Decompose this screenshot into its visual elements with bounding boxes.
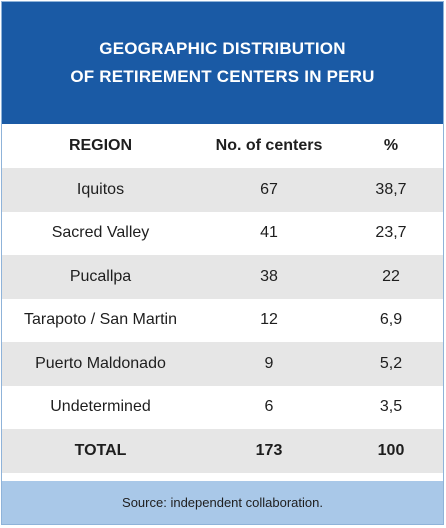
- total-row: TOTAL 173 100: [2, 429, 443, 473]
- region-cell: Puerto Maldonado: [2, 342, 199, 386]
- table-title-line-2: OF RETIREMENT CENTERS IN PERU: [70, 67, 375, 86]
- percent-cell: 38,7: [339, 168, 443, 212]
- percent-cell: 22: [339, 255, 443, 299]
- table-title-line-1: GEOGRAPHIC DISTRIBUTION: [99, 39, 346, 58]
- header-row: REGION No. of centers %: [2, 124, 443, 168]
- centers-cell: 6: [199, 385, 339, 429]
- table-row: Undetermined 6 3,5: [2, 385, 443, 429]
- column-header-centers: No. of centers: [199, 124, 339, 168]
- percent-cell: 5,2: [339, 342, 443, 386]
- region-cell: Undetermined: [2, 385, 199, 429]
- percent-cell: 3,5: [339, 385, 443, 429]
- column-header-percent: %: [339, 124, 443, 168]
- total-percent: 100: [339, 429, 443, 473]
- region-cell: Sacred Valley: [2, 211, 199, 255]
- source-footer: Source: independent collaboration.: [2, 481, 443, 524]
- table-row: Tarapoto / San Martin 12 6,9: [2, 298, 443, 342]
- centers-cell: 67: [199, 168, 339, 212]
- centers-cell: 38: [199, 255, 339, 299]
- region-cell: Pucallpa: [2, 255, 199, 299]
- percent-cell: 6,9: [339, 298, 443, 342]
- table-row: Pucallpa 38 22: [2, 255, 443, 299]
- percent-cell: 23,7: [339, 211, 443, 255]
- region-cell: Iquitos: [2, 168, 199, 212]
- centers-cell: 9: [199, 342, 339, 386]
- centers-cell: 12: [199, 298, 339, 342]
- table-row: Puerto Maldonado 9 5,2: [2, 342, 443, 386]
- total-label: TOTAL: [2, 429, 199, 473]
- title-band: GEOGRAPHIC DISTRIBUTION OF RETIREMENT CE…: [2, 2, 443, 124]
- column-header-region: REGION: [2, 124, 199, 168]
- source-note: Source: independent collaboration.: [122, 495, 323, 510]
- centers-cell: 41: [199, 211, 339, 255]
- region-cell: Tarapoto / San Martin: [2, 298, 199, 342]
- total-centers: 173: [199, 429, 339, 473]
- distribution-table: REGION No. of centers % Iquitos 67 38,7 …: [2, 124, 443, 473]
- table-row: Iquitos 67 38,7: [2, 168, 443, 212]
- table-row: Sacred Valley 41 23,7: [2, 211, 443, 255]
